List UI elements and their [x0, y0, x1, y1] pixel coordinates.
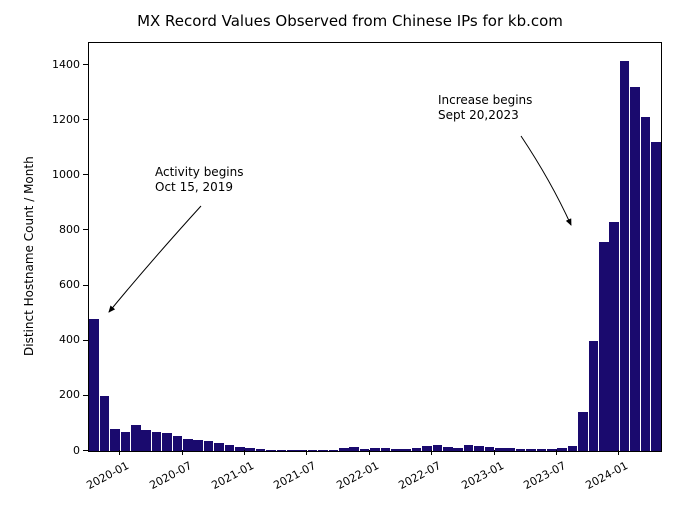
ytick-label: 1400 — [52, 58, 80, 71]
bar — [89, 319, 99, 451]
bar — [277, 450, 287, 451]
xtick-mark — [306, 450, 307, 455]
plot-area — [88, 42, 662, 452]
bar — [100, 396, 110, 451]
bar — [568, 446, 578, 452]
bar — [245, 448, 255, 451]
bar — [256, 449, 266, 451]
xtick-label: 2023-01 — [452, 459, 506, 496]
xtick-mark — [618, 450, 619, 455]
bar — [578, 412, 588, 451]
xtick-mark — [431, 450, 432, 455]
annotation-a1: Activity begins Oct 15, 2019 — [155, 165, 244, 195]
bar — [464, 445, 474, 451]
xtick-mark — [119, 450, 120, 455]
bar — [308, 450, 318, 451]
bar — [495, 448, 505, 451]
y-axis-label: Distinct Hostname Count / Month — [22, 156, 36, 356]
xtick-label: 2020-07 — [140, 459, 194, 496]
bar — [433, 445, 443, 451]
bar — [630, 87, 640, 451]
xtick-mark — [494, 450, 495, 455]
bar — [453, 448, 463, 451]
bar — [516, 449, 526, 451]
bar — [370, 448, 380, 451]
bar — [162, 433, 172, 451]
ytick-label: 0 — [73, 444, 80, 457]
bar — [401, 449, 411, 451]
ytick-label: 1200 — [52, 113, 80, 126]
bar — [537, 449, 547, 451]
bar — [266, 450, 276, 451]
xtick-label: 2020-01 — [78, 459, 132, 496]
bar — [131, 425, 141, 451]
xtick-mark — [556, 450, 557, 455]
bar — [620, 61, 630, 451]
arrow-a1 — [109, 206, 201, 312]
annotation-a2: Increase begins Sept 20,2023 — [438, 93, 532, 123]
ytick-label: 200 — [59, 388, 80, 401]
bar — [349, 447, 359, 451]
bar — [110, 429, 120, 451]
bar — [609, 222, 619, 451]
bar — [599, 242, 609, 452]
bar — [474, 446, 484, 451]
ytick-mark — [83, 174, 88, 175]
xtick-mark — [369, 450, 370, 455]
bar — [329, 450, 339, 451]
bar — [443, 447, 453, 451]
xtick-label: 2021-01 — [202, 459, 256, 496]
bar — [651, 142, 661, 451]
bar — [193, 440, 203, 451]
xtick-mark — [182, 450, 183, 455]
bar — [141, 430, 151, 451]
bar — [381, 448, 391, 451]
ytick-mark — [83, 119, 88, 120]
bar — [526, 449, 536, 451]
ytick-mark — [83, 229, 88, 230]
ytick-label: 600 — [59, 278, 80, 291]
xtick-label: 2021-07 — [265, 459, 319, 496]
xtick-label: 2022-07 — [390, 459, 444, 496]
chart-title: MX Record Values Observed from Chinese I… — [0, 12, 700, 30]
bar — [339, 448, 349, 451]
xtick-label: 2022-01 — [327, 459, 381, 496]
bar — [183, 439, 193, 451]
annotation-arrows — [89, 43, 661, 451]
bar — [318, 450, 328, 451]
bar — [589, 341, 599, 451]
bar — [214, 443, 224, 451]
bar — [412, 448, 422, 451]
ytick-mark — [83, 450, 88, 451]
bar — [287, 450, 297, 451]
ytick-mark — [83, 340, 88, 341]
arrow-a2 — [521, 136, 571, 225]
ytick-label: 1000 — [52, 168, 80, 181]
bar — [557, 448, 567, 451]
ytick-mark — [83, 285, 88, 286]
bar — [391, 449, 401, 451]
bar — [173, 436, 183, 451]
bar — [152, 432, 162, 451]
bar — [641, 117, 651, 451]
xtick-mark — [244, 450, 245, 455]
ytick-mark — [83, 64, 88, 65]
bar — [204, 441, 214, 451]
xtick-label: 2024-01 — [577, 459, 631, 496]
bar — [505, 448, 515, 451]
bar — [121, 432, 131, 451]
chart-figure: MX Record Values Observed from Chinese I… — [0, 0, 700, 526]
ytick-label: 400 — [59, 333, 80, 346]
xtick-label: 2023-07 — [514, 459, 568, 496]
bar — [225, 445, 235, 451]
ytick-label: 800 — [59, 223, 80, 236]
ytick-mark — [83, 395, 88, 396]
